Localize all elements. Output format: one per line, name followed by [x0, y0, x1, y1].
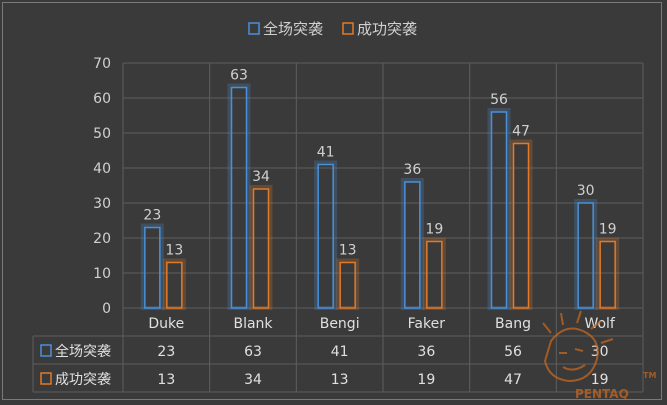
bar-successful-raids [252, 188, 270, 309]
y-tick-label: 40 [93, 161, 111, 177]
bar-glow [422, 237, 446, 310]
category-label: Faker [408, 316, 446, 332]
bar-glow [162, 258, 186, 310]
y-axis-ticks: 0 10 20 30 40 50 60 70 [93, 56, 111, 317]
data-label: 47 [512, 124, 530, 140]
chart-frame: 0 10 20 30 40 50 60 70 23 13 63 34 41 13 36 19 56 47 30 19… [2, 2, 662, 401]
legend-swatch [342, 22, 354, 35]
table-cell: 13 [157, 372, 175, 388]
data-label: 19 [425, 222, 443, 238]
pentaq-watermark-logo: PENTAQ TM [542, 310, 656, 401]
legend-swatch [248, 22, 260, 35]
y-tick-label: 50 [93, 126, 111, 142]
bar-glow [509, 139, 533, 310]
y-tick-label: 60 [93, 91, 111, 107]
category-label: Wolf [584, 316, 615, 332]
data-label: 13 [165, 243, 183, 259]
y-tick-label: 30 [93, 196, 111, 212]
bar-glow [336, 258, 360, 310]
bar-total-raids [404, 181, 421, 309]
bar-glow [249, 185, 273, 310]
bar-successful-raids [426, 240, 443, 309]
table-cell: 30 [591, 344, 609, 360]
bar-successful-raids [166, 261, 183, 309]
bar-glow [314, 160, 338, 310]
data-label: 13 [339, 243, 357, 259]
category-label: Duke [148, 316, 184, 332]
table-legend-swatch [40, 372, 52, 385]
bar-total-raids [490, 111, 508, 309]
data-label: 36 [403, 162, 421, 178]
data-table: Duke 23 13 Blank 63 34 Bengi 41 13 Faker 36 19 Bang 5… [40, 316, 616, 388]
data-label: 19 [599, 222, 617, 238]
table-cell: 41 [331, 344, 349, 360]
legend-label: 成功突袭 [357, 20, 417, 38]
watermark-tm: TM [643, 371, 656, 380]
bar-glow [227, 83, 251, 310]
table-cell: 63 [244, 344, 262, 360]
data-label: 56 [490, 92, 508, 108]
table-legend-swatch [40, 344, 52, 357]
legend-label: 全场突袭 [263, 20, 323, 38]
table-cell: 19 [417, 372, 435, 388]
y-tick-label: 70 [93, 56, 111, 72]
table-cell: 13 [331, 372, 349, 388]
table-row-header: 全场突袭 [55, 343, 111, 360]
data-label: 63 [230, 68, 248, 84]
gridlines [32, 62, 644, 393]
table-cell: 19 [591, 372, 609, 388]
table-row-header: 成功突袭 [55, 372, 111, 388]
y-tick-label: 20 [93, 231, 111, 247]
bar-glow [574, 199, 598, 310]
data-label: 41 [317, 145, 335, 161]
category-label: Bengi [320, 316, 360, 332]
bar-glow [596, 237, 620, 310]
data-label: 23 [143, 208, 161, 224]
bar-glow [400, 178, 424, 310]
legend: 全场突袭 成功突袭 [248, 20, 417, 38]
table-cell: 56 [504, 344, 522, 360]
bar-total-raids [230, 86, 248, 309]
table-cell: 47 [504, 372, 522, 388]
watermark-text: PENTAQ [575, 387, 629, 401]
category-label: Blank [233, 316, 273, 332]
bar-total-raids [577, 202, 594, 309]
bar-total-raids [144, 226, 161, 309]
bar-glow [487, 108, 511, 310]
bar-successful-raids [339, 261, 356, 309]
y-tick-label: 0 [102, 301, 111, 317]
bar-successful-raids [599, 240, 616, 309]
bar-successful-raids [512, 142, 530, 309]
table-cell: 23 [157, 344, 175, 360]
table-cell: 34 [244, 372, 262, 388]
bar-total-raids [317, 163, 334, 309]
table-cell: 36 [417, 344, 435, 360]
data-label: 34 [252, 169, 270, 185]
y-tick-label: 10 [93, 266, 111, 282]
category-label: Bang [495, 316, 531, 332]
data-label: 30 [577, 183, 595, 199]
bars [140, 83, 620, 310]
